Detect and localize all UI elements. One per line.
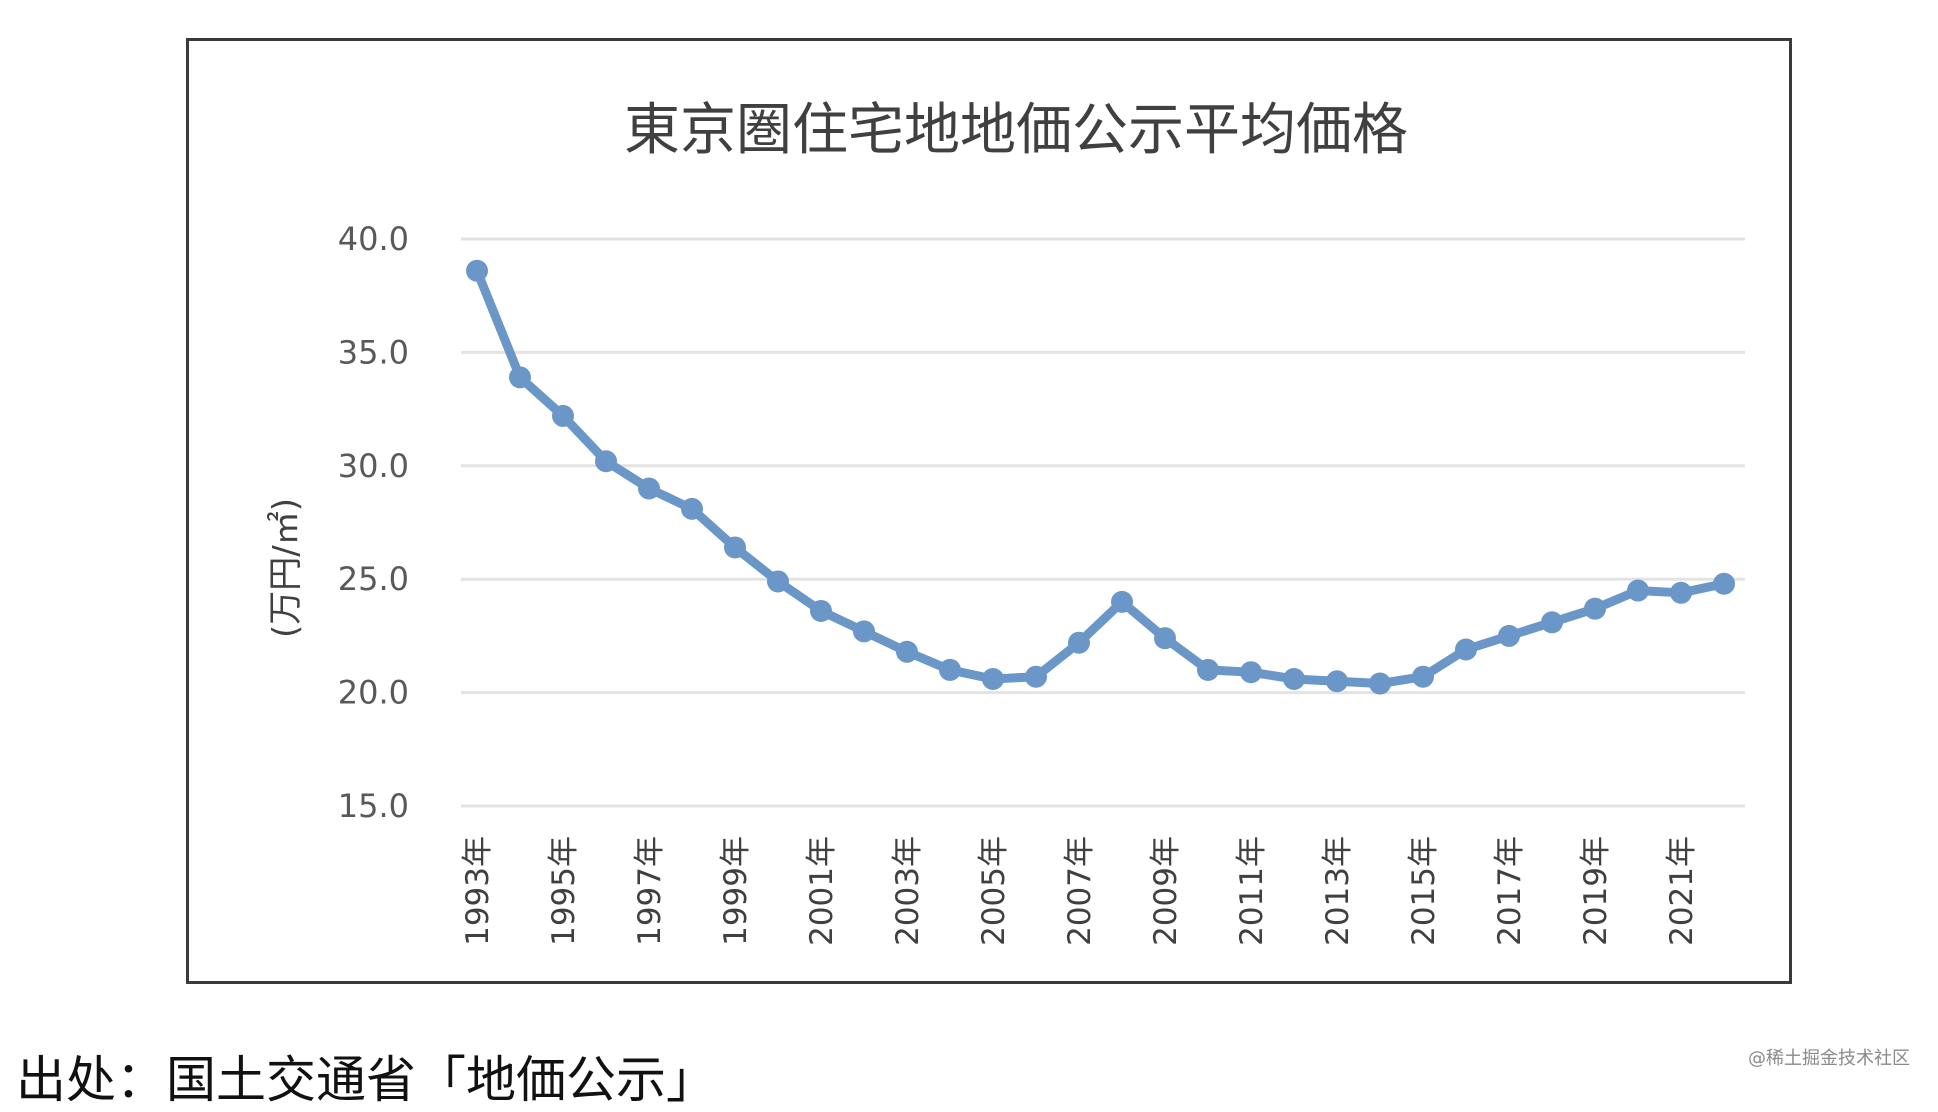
chart-title: 東京圏住宅地地価公示平均価格 [624,98,1408,163]
data-point [982,667,1004,690]
data-point [1326,670,1348,693]
y-tick-label: 30.0 [338,447,409,485]
x-axis-ticks: 1993年 1995年 1997年 1999年 2001年 2003年 2005年 2007年… [460,836,1700,946]
y-tick-label: 15.0 [338,787,409,825]
data-point [1154,627,1176,650]
data-point [1412,665,1434,688]
data-point [466,259,488,282]
data-point [1240,661,1262,684]
x-tick-label: 2009年 [1148,836,1184,946]
data-point [810,599,832,622]
series-layer [466,259,1735,695]
data-point [1455,638,1477,661]
x-tick-label: 2007年 [1062,836,1098,946]
data-point [1025,665,1047,688]
chart-frame: 東京圏住宅地地価公示平均価格 (万円/㎡) 40.0 35.0 30.0 25.0 20… [186,38,1792,984]
series-line [472,266,1729,689]
x-tick-label: 2021年 [1664,836,1700,946]
data-point [1197,658,1219,681]
y-tick-label: 20.0 [338,674,409,712]
x-tick-label: 2013年 [1320,836,1356,946]
data-point [1584,597,1606,620]
source-note: 出处：国土交通省「地価公示」 [16,1051,716,1109]
data-point [1670,581,1692,604]
x-tick-label: 2005年 [976,836,1012,946]
x-tick-label: 1993年 [460,836,496,946]
data-point [595,450,617,473]
x-tick-label: 1995年 [546,836,582,946]
data-point [681,497,703,520]
data-point [638,477,660,500]
data-point [896,640,918,663]
x-tick-label: 1999年 [718,836,754,946]
x-tick-label: 2015年 [1406,836,1442,946]
x-tick-label: 2001年 [804,836,840,946]
data-point [1627,579,1649,602]
x-tick-label: 2011年 [1234,836,1270,946]
data-point [1713,572,1735,595]
data-point [552,404,574,427]
data-point [767,570,789,593]
y-axis-label: (万円/㎡) [266,498,306,638]
y-tick-label: 40.0 [338,220,409,258]
data-point [1283,667,1305,690]
data-point [724,536,746,559]
y-axis-ticks: 40.0 35.0 30.0 25.0 20.0 15.0 [338,220,409,825]
data-point [853,620,875,643]
data-point [1369,672,1391,695]
data-point [939,658,961,681]
watermark: @稀土掘金技术社区 [1748,1048,1910,1069]
data-point [1541,611,1563,634]
y-tick-label: 35.0 [338,333,409,371]
gridlines [461,237,1745,808]
x-tick-label: 1997年 [632,836,668,946]
y-tick-label: 25.0 [338,560,409,598]
data-point [1498,624,1520,647]
data-point [1111,590,1133,613]
data-point [1068,631,1090,654]
data-point [509,366,531,389]
x-tick-label: 2017年 [1492,836,1528,946]
x-tick-label: 2019年 [1578,836,1614,946]
line-chart: 東京圏住宅地地価公示平均価格 (万円/㎡) 40.0 35.0 30.0 25.0 20… [266,98,1745,946]
x-tick-label: 2003年 [890,836,926,946]
